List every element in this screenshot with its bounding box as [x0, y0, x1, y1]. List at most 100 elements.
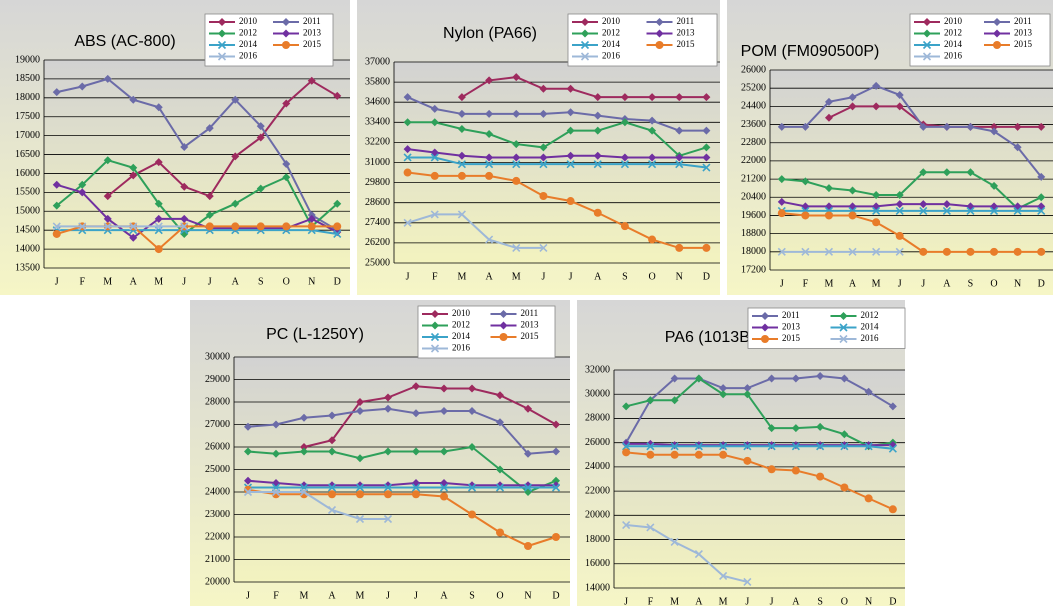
point — [694, 374, 703, 383]
point — [743, 456, 752, 465]
point — [670, 537, 679, 547]
legend-marker — [761, 323, 769, 332]
y-tick-label: 35800 — [365, 76, 390, 87]
point — [457, 109, 466, 118]
point — [777, 209, 786, 218]
x-tick-label: J — [182, 276, 186, 287]
point — [52, 180, 61, 189]
point — [333, 91, 342, 100]
point — [299, 487, 309, 497]
legend-label: 2015 — [782, 333, 801, 343]
point — [512, 73, 521, 82]
plot-area — [770, 70, 1053, 270]
point — [777, 175, 786, 184]
series-line — [626, 445, 893, 450]
point — [864, 387, 873, 396]
point — [675, 153, 684, 162]
point — [646, 450, 655, 459]
y-tick-label: 16000 — [585, 558, 610, 569]
point — [328, 436, 336, 445]
y-tick-label: 31000 — [365, 157, 390, 168]
legend-label: 2010 — [944, 16, 963, 26]
point — [895, 102, 904, 111]
x-tick-label: A — [232, 276, 240, 287]
point — [767, 374, 776, 383]
legend-marker — [580, 40, 590, 50]
point — [403, 153, 412, 162]
point — [648, 116, 657, 125]
series-line — [626, 442, 893, 447]
point — [848, 102, 857, 111]
y-tick-label: 15000 — [15, 206, 40, 217]
point — [646, 523, 655, 532]
point — [990, 181, 999, 190]
x-tick-label: D — [334, 276, 341, 287]
point — [468, 384, 476, 393]
x-tick-label: J — [246, 590, 250, 601]
legend-label: 2013 — [303, 28, 322, 38]
legend-marker — [282, 29, 290, 38]
legend-marker — [993, 29, 1001, 38]
chart-panel: 14000 16000 18000 20000 22000 24000 26000 28000… — [577, 300, 906, 607]
point — [895, 247, 904, 256]
point — [328, 411, 336, 420]
point — [256, 122, 265, 131]
series-line — [303, 385, 557, 448]
legend-label: 2012 — [239, 28, 257, 38]
chart-title: ABS (AC-800) — [74, 33, 176, 50]
point — [512, 243, 521, 252]
point — [355, 514, 365, 524]
point — [990, 127, 999, 136]
series-line — [407, 171, 707, 249]
point — [231, 152, 240, 161]
y-tick-label: 18000 — [15, 92, 40, 103]
point — [52, 201, 61, 210]
point — [205, 222, 214, 231]
point — [895, 91, 904, 99]
point — [702, 126, 711, 135]
legend-marker — [839, 334, 848, 344]
point — [702, 163, 711, 172]
point — [244, 476, 252, 485]
point — [1037, 193, 1046, 202]
point — [539, 109, 548, 118]
y-tick-label: 22800 — [741, 137, 766, 148]
y-tick-label: 25000 — [205, 464, 230, 475]
point — [552, 476, 560, 485]
y-tick-label: 34600 — [365, 96, 390, 107]
point — [78, 222, 87, 231]
y-tick-label: 16000 — [15, 168, 40, 179]
point — [467, 483, 477, 492]
series-line — [461, 76, 707, 99]
point — [919, 206, 928, 215]
legend-marker — [923, 29, 931, 38]
point — [52, 229, 61, 238]
point — [523, 483, 533, 492]
point — [840, 374, 849, 383]
series-line — [56, 229, 338, 235]
point — [566, 160, 575, 169]
legend-marker — [993, 41, 1001, 49]
legend-marker — [581, 29, 589, 38]
y-tick-label: 28000 — [205, 396, 230, 407]
legend-label: 2014 — [239, 39, 258, 49]
y-tick-label: 30000 — [205, 351, 230, 362]
y-tick-label: 18800 — [741, 228, 766, 239]
point — [895, 200, 904, 209]
point — [675, 243, 684, 252]
point — [622, 442, 631, 451]
point — [702, 243, 711, 252]
point — [231, 199, 240, 208]
point — [403, 118, 412, 127]
legend-marker — [655, 18, 664, 26]
point — [457, 160, 466, 169]
legend-label: 2010 — [239, 16, 258, 26]
legend-label: 2011 — [1014, 16, 1032, 26]
point — [457, 125, 466, 133]
y-tick-label: 26000 — [741, 64, 766, 75]
x-tick-label: D — [889, 596, 896, 606]
series-line — [407, 96, 707, 132]
point — [524, 449, 532, 458]
series-line — [247, 479, 556, 487]
